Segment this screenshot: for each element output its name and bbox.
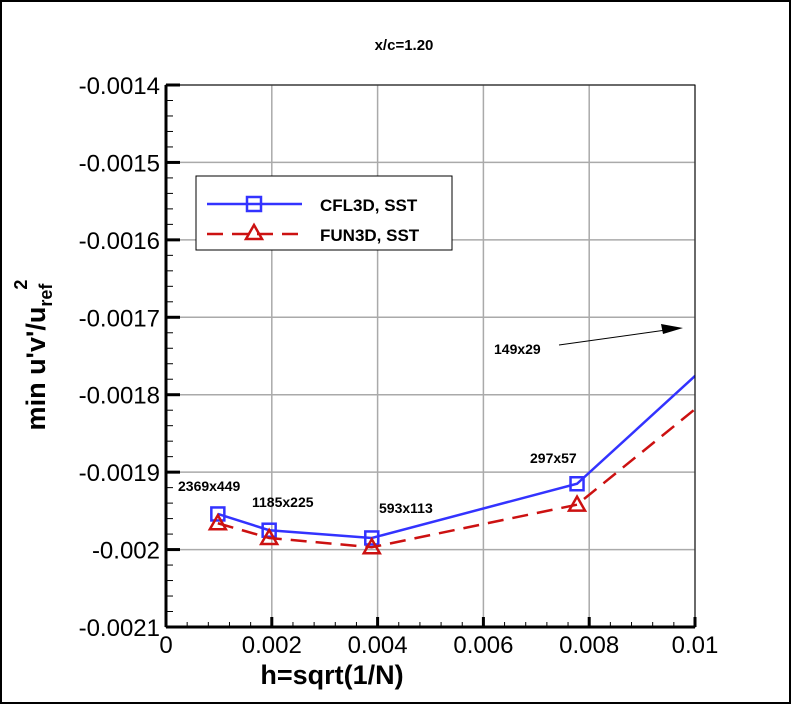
y-label-superscript: 2	[11, 280, 31, 290]
annotation-297x57: 297x57	[530, 450, 577, 466]
data-point-triangle	[566, 494, 588, 512]
data-point-square	[364, 530, 380, 546]
y-tick-label: -0.0021	[79, 615, 160, 642]
legend-label-cfl3d: CFL3D, SST	[320, 196, 418, 215]
chart-title: x/c=1.20	[375, 37, 434, 54]
y-axis-label: min u'v'/uref 2	[11, 280, 56, 431]
annotation-2369x449: 2369x449	[178, 478, 241, 494]
y-tick-label: -0.0019	[79, 460, 160, 487]
data-point-triangle	[207, 512, 228, 531]
x-axis-label: h=sqrt(1/N)	[260, 660, 403, 690]
series-1	[207, 407, 695, 555]
x-tick-label: 0.006	[453, 632, 513, 659]
y-tick-label: -0.0015	[79, 150, 160, 177]
data-point-square	[210, 506, 226, 522]
legend-label-fun3d: FUN3D, SST	[320, 226, 420, 245]
data-point-triangle	[361, 536, 382, 555]
data-point-square	[569, 476, 585, 492]
x-tick-label: 0.01	[672, 632, 719, 659]
y-tick-label: -0.0014	[79, 73, 160, 100]
y-tick-label: -0.0018	[79, 383, 160, 410]
annotation-1185x225: 1185x225	[252, 494, 314, 510]
legend: CFL3D, SST FUN3D, SST	[195, 175, 453, 251]
series-line	[217, 407, 695, 549]
x-tick-label: 0	[159, 632, 172, 659]
y-tick-label: -0.002	[92, 538, 160, 565]
y-label-subscript: ref	[36, 283, 56, 307]
legend-triangle-marker-icon	[243, 222, 265, 241]
legend-square-marker-icon	[245, 195, 263, 213]
x-tick-label: 0.004	[348, 632, 408, 659]
arrow-head-icon	[661, 324, 683, 334]
annotation-593x113: 593x113	[379, 500, 433, 516]
y-label-main: min u'v'/u	[21, 307, 51, 431]
annotation-arrow-line	[558, 329, 667, 346]
data-point-triangle	[259, 527, 280, 546]
annotation-149x29: 149x29	[494, 341, 541, 357]
x-tick-label: 0.002	[242, 632, 302, 659]
y-tick-label: -0.0017	[79, 305, 160, 332]
series-layer	[207, 374, 695, 555]
y-tick-label: -0.0016	[79, 228, 160, 255]
labels: 0 0.002 0.004 0.006 0.008 0.01 -0.0014 -0.0015 -…	[79, 73, 719, 659]
x-tick-label: 0.008	[559, 632, 619, 659]
legend-box	[195, 175, 453, 251]
